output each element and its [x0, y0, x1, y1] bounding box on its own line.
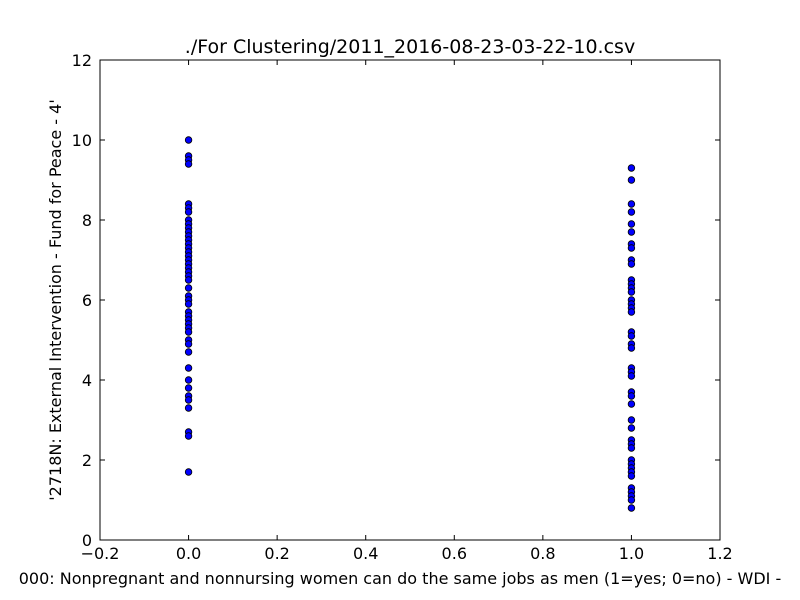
data-point — [627, 496, 636, 504]
data-point — [627, 228, 636, 236]
data-point — [184, 468, 193, 476]
x-tick-label: 1.2 — [707, 544, 732, 563]
x-tick-label: 0.4 — [353, 544, 378, 563]
data-point — [184, 340, 193, 348]
x-axis-label: 000: Nonpregnant and nonnursing women ca… — [19, 569, 781, 588]
data-point — [627, 220, 636, 228]
data-point — [184, 160, 193, 168]
y-tick-label: 6 — [82, 291, 92, 310]
data-point — [184, 276, 193, 284]
x-axis: −0.2 0.0 0.2 0.4 0.6 0.8 1.0 1.2 — [81, 60, 733, 563]
data-point — [184, 348, 193, 356]
data-point — [627, 288, 636, 296]
data-point — [184, 384, 193, 392]
y-tick-label: 2 — [82, 451, 92, 470]
x-tick-label: 1.0 — [619, 544, 644, 563]
y-tick-label: 4 — [82, 371, 92, 390]
y-tick-label: 10 — [72, 131, 92, 150]
data-point — [184, 136, 193, 144]
data-point — [184, 208, 193, 216]
y-axis-label: '2718N: External Intervention - Fund for… — [46, 99, 65, 500]
plot-area-frame — [99, 59, 721, 541]
data-points — [184, 136, 636, 512]
data-point — [184, 328, 193, 336]
data-point — [627, 504, 636, 512]
data-point — [627, 424, 636, 432]
data-point — [184, 284, 193, 292]
data-point — [184, 300, 193, 308]
data-point — [627, 244, 636, 252]
data-point — [627, 164, 636, 172]
data-point — [627, 372, 636, 380]
y-axis: 0 2 4 6 8 10 12 — [72, 51, 720, 550]
data-point — [627, 400, 636, 408]
data-point — [627, 332, 636, 340]
y-tick-label: 0 — [82, 531, 92, 550]
x-tick-label: −0.2 — [81, 544, 120, 563]
x-tick-label: 0.2 — [264, 544, 289, 563]
data-point — [184, 376, 193, 384]
data-point — [627, 260, 636, 268]
data-point — [627, 444, 636, 452]
data-point — [627, 208, 636, 216]
data-point — [627, 344, 636, 352]
data-point — [627, 472, 636, 480]
data-point — [627, 416, 636, 424]
data-point — [184, 364, 193, 372]
data-point — [627, 392, 636, 400]
x-tick-label: 0.6 — [442, 544, 467, 563]
data-point — [627, 200, 636, 208]
data-point — [627, 176, 636, 184]
x-tick-label: 0.0 — [176, 544, 201, 563]
y-tick-label: 8 — [82, 211, 92, 230]
data-point — [627, 308, 636, 316]
x-tick-label: 0.8 — [530, 544, 555, 563]
chart-title: ./For Clustering/2011_2016-08-23-03-22-1… — [185, 36, 635, 58]
data-point — [184, 396, 193, 404]
data-point — [184, 432, 193, 440]
data-point — [184, 404, 193, 412]
y-tick-label: 12 — [72, 51, 92, 70]
